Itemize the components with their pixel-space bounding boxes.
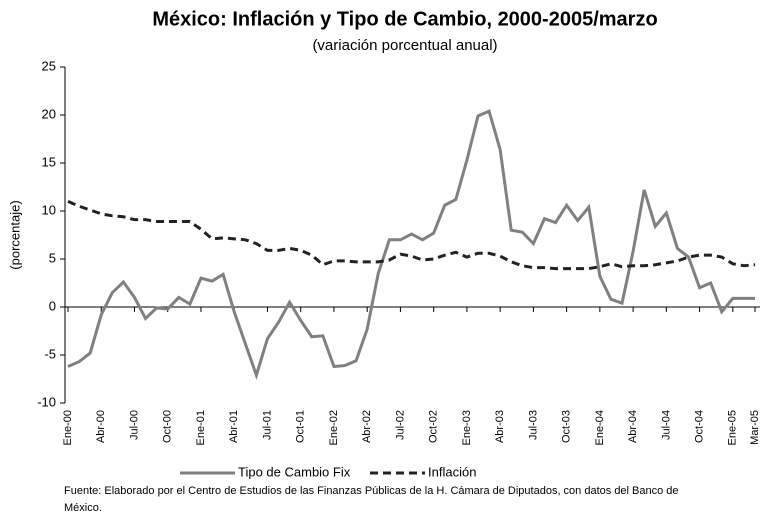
y-axis-label: (porcentaje) [7, 200, 22, 269]
x-tick-label: Oct-01 [295, 410, 307, 443]
legend-label: Inflación [428, 464, 476, 479]
x-tick-label: Jul-03 [527, 410, 539, 440]
x-tick-label: Ene-03 [461, 410, 473, 445]
x-tick-label: Abr-03 [494, 410, 506, 443]
x-tick-label: Ene-05 [727, 410, 739, 445]
chart-subtitle: (variación porcentual anual) [312, 37, 497, 54]
y-tick-label: 10 [42, 202, 56, 217]
x-tick-label: Oct-03 [561, 410, 573, 443]
x-tick-label: Oct-04 [694, 410, 706, 443]
x-tick-label: Abr-02 [361, 410, 373, 443]
x-tick-label: Oct-02 [428, 410, 440, 443]
x-tick-label: Jul-01 [261, 410, 273, 440]
series-line [67, 200, 756, 271]
source-box: Fuente: Elaborado por el Centro de Estud… [64, 485, 679, 514]
y-tick-label: 15 [42, 154, 56, 169]
chart-title: México: Inflación y Tipo de Cambio, 2000… [152, 8, 657, 30]
x-tick-label: Abr-01 [228, 410, 240, 443]
x-tick-label: Ene-00 [62, 410, 74, 445]
y-tick-label: -10 [37, 394, 56, 409]
x-tick-label: Ene-02 [328, 410, 340, 445]
x-tick-label: Mar-05 [749, 410, 760, 445]
x-tick-label: Jul-04 [660, 410, 672, 440]
source-note: Fuente: Elaborado por el Centro de Estud… [64, 485, 679, 514]
y-tick-label: 20 [42, 106, 56, 121]
x-tick-label: Jul-00 [128, 410, 140, 440]
legend-label: Tipo de Cambio Fix [238, 464, 351, 479]
x-tick-label: Ene-04 [594, 410, 606, 445]
y-tick-label: 25 [42, 58, 56, 73]
x-tick-label: Ene-01 [195, 410, 207, 445]
series-line [67, 109, 755, 380]
x-tick-label: Oct-00 [162, 410, 174, 443]
y-tick-label: 0 [49, 298, 56, 313]
y-tick-label: 5 [49, 250, 56, 265]
x-tick-label: Abr-04 [627, 410, 639, 443]
x-tick-label: Jul-02 [394, 410, 406, 440]
x-tick-label: Abr-00 [95, 410, 107, 443]
y-tick-label: -5 [44, 346, 56, 361]
